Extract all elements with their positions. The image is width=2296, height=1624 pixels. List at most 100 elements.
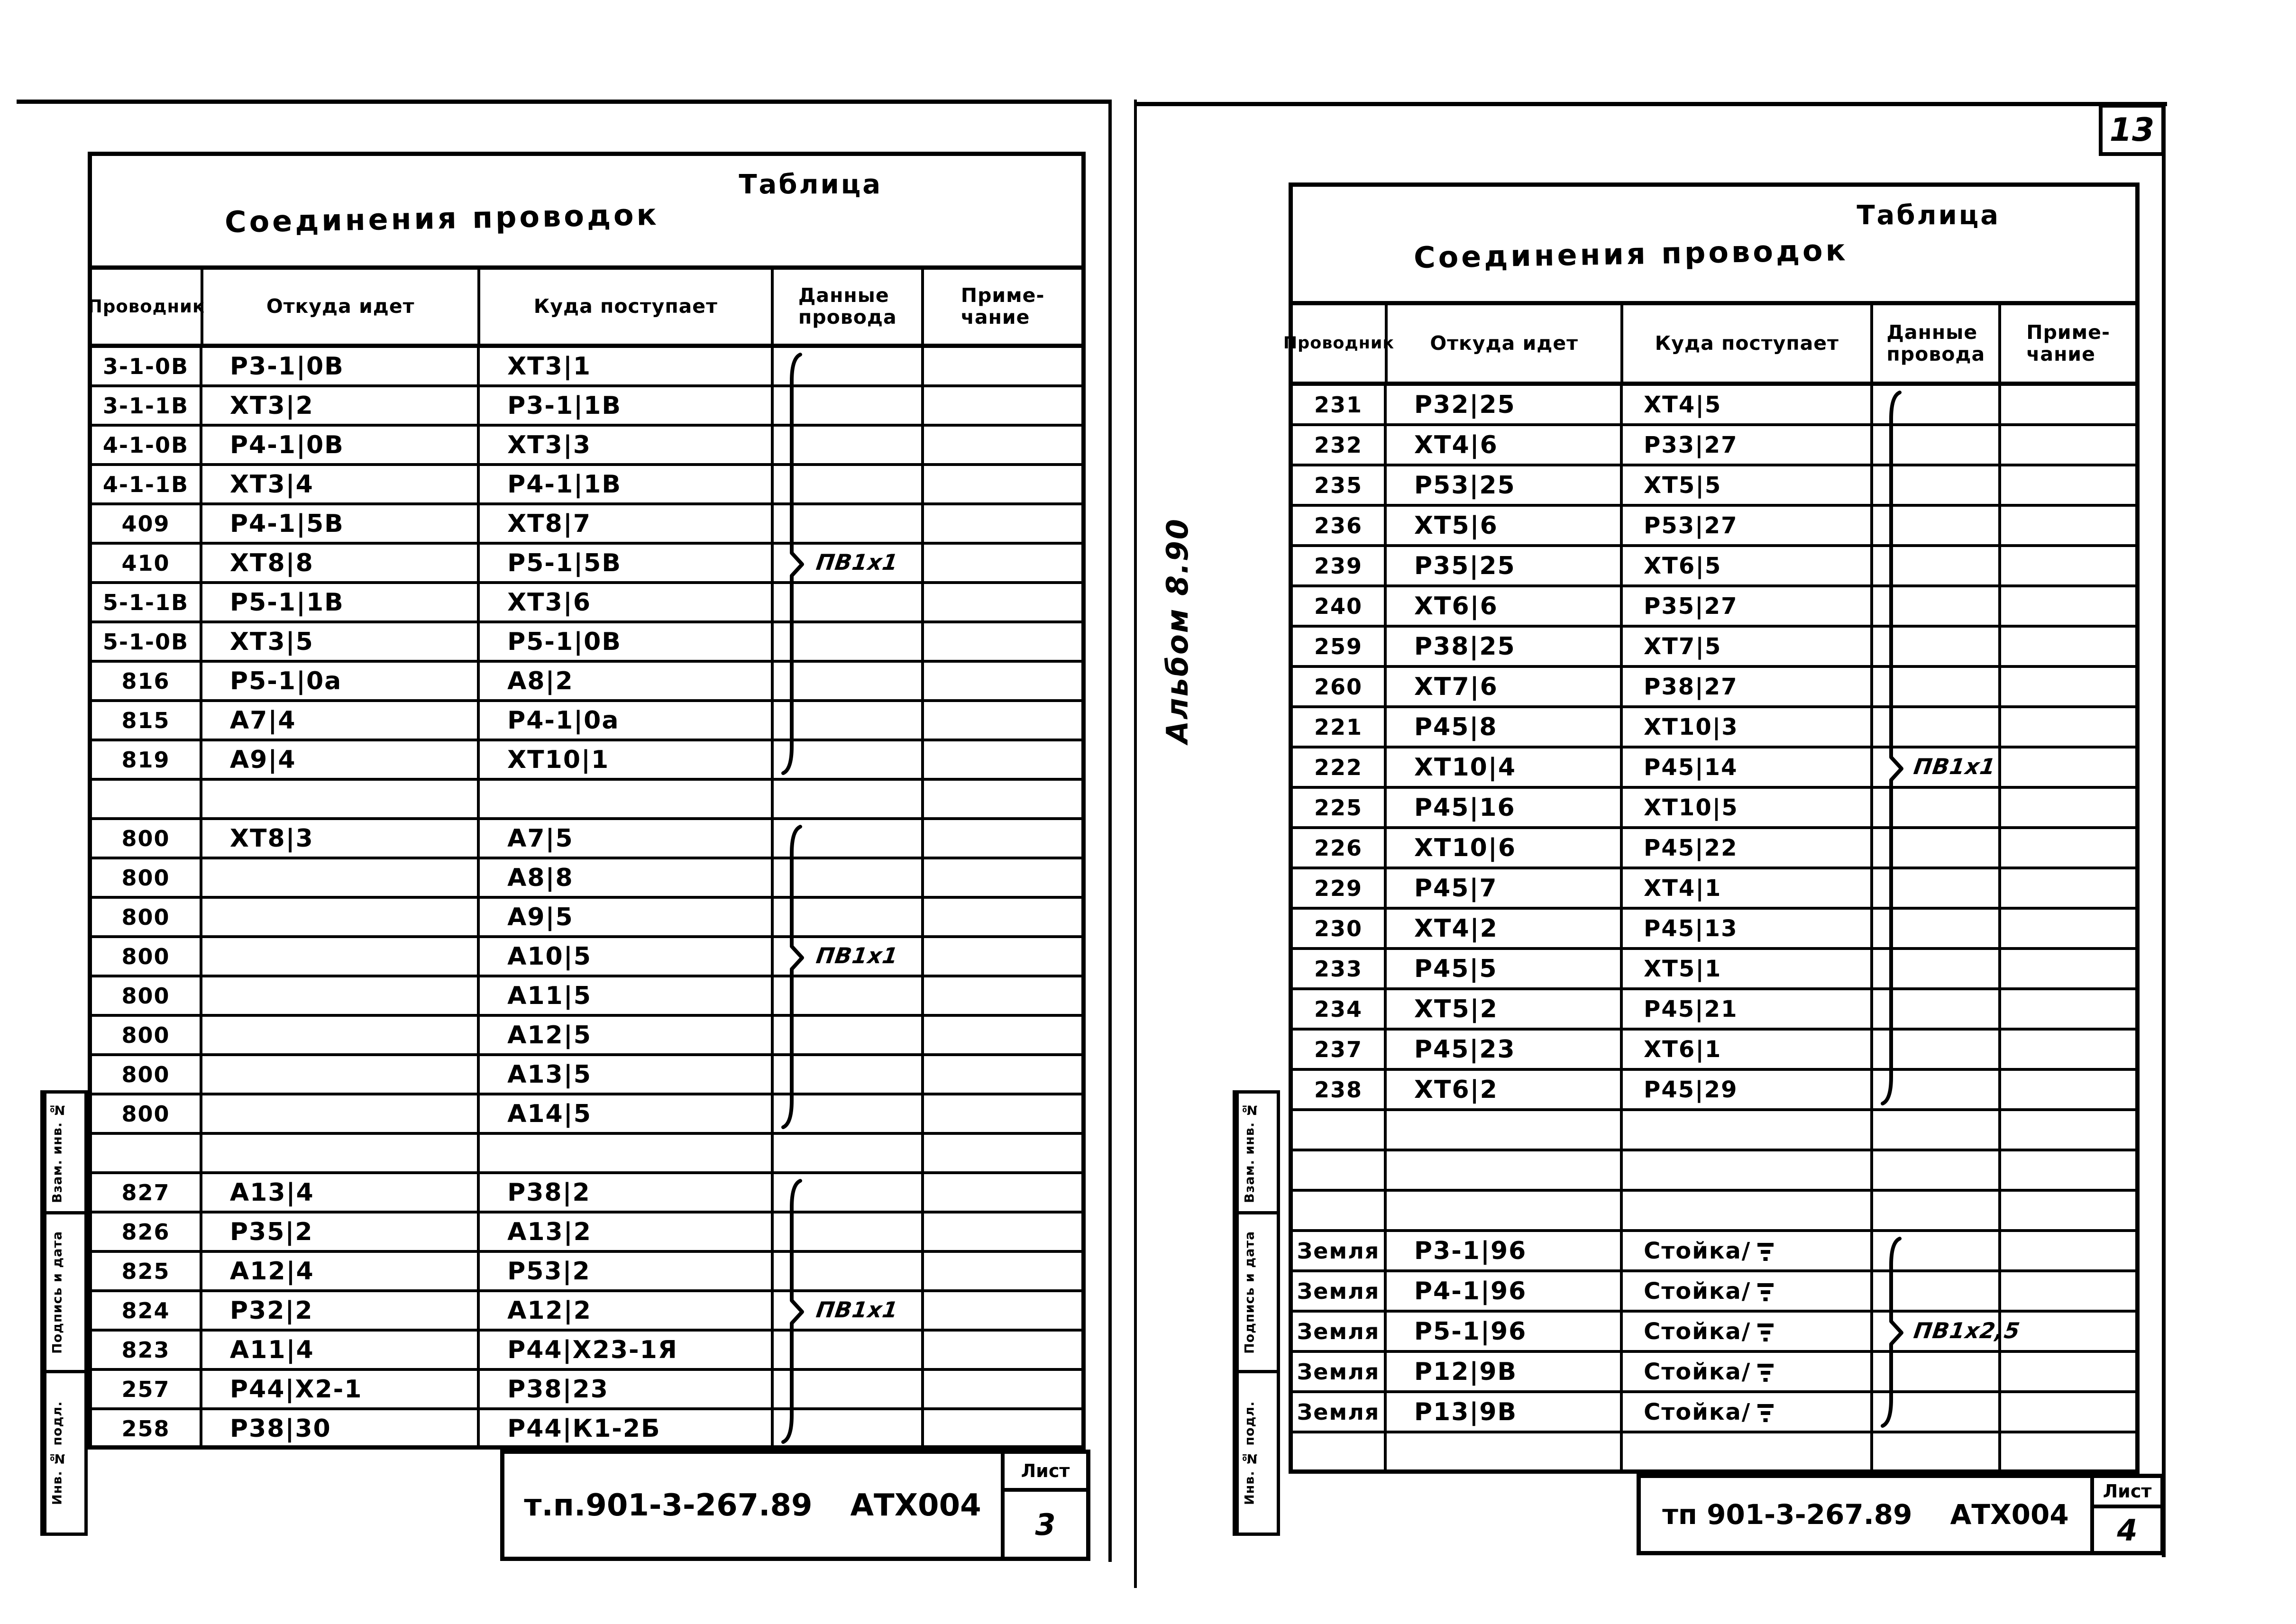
side-stamp: Взам. инв. № Подпись и дата Инв. № подл. bbox=[40, 1090, 88, 1536]
note-cell bbox=[924, 387, 1081, 424]
note-cell bbox=[2001, 1151, 2135, 1189]
from-cell: Р45|23 bbox=[1387, 1031, 1623, 1068]
to-cell: Р5-1|0В bbox=[480, 623, 774, 660]
conductor-cell: 233 bbox=[1293, 950, 1387, 987]
note-cell bbox=[924, 663, 1081, 699]
conductor-cell: 827 bbox=[92, 1174, 202, 1211]
from-cell: А9|4 bbox=[202, 741, 480, 778]
table-row: Земля Р13|9В Стойка/ bbox=[1293, 1393, 2135, 1433]
to-cell bbox=[1623, 1192, 1873, 1229]
table-row bbox=[1293, 1151, 2135, 1192]
from-cell: ХТ3|5 bbox=[202, 623, 480, 660]
conductor-cell: 5-1-0В bbox=[92, 623, 202, 660]
table-row: 815 А7|4 Р4-1|0а bbox=[92, 702, 1081, 741]
conductor-cell: 239 bbox=[1293, 547, 1387, 584]
from-cell: ХТ6|6 bbox=[1387, 587, 1623, 625]
conductor-cell: 4-1-0В bbox=[92, 427, 202, 463]
sheet-number-box: Лист 4 bbox=[2094, 1478, 2160, 1551]
conductor-cell: 237 bbox=[1293, 1031, 1387, 1068]
to-cell: ХТ3|3 bbox=[480, 427, 774, 463]
wire-data-cell bbox=[774, 1135, 924, 1171]
to-cell: Стойка/ bbox=[1623, 1232, 1873, 1269]
to-cell: Р45|21 bbox=[1623, 990, 1873, 1028]
wire-data-cell bbox=[1873, 1111, 2002, 1149]
note-cell bbox=[924, 899, 1081, 935]
to-cell: ХТ5|5 bbox=[1623, 466, 1873, 504]
to-cell: А11|5 bbox=[480, 977, 774, 1014]
column-header-note: Приме- чание bbox=[960, 284, 1045, 328]
from-cell bbox=[1387, 1192, 1623, 1229]
earth-ground-icon bbox=[1756, 1241, 1775, 1265]
table-row: Земля Р3-1|96 Стойка/ bbox=[1293, 1232, 2135, 1272]
table-row: 234 ХТ5|2 Р45|21 bbox=[1293, 990, 2135, 1031]
earth-ground-icon bbox=[1756, 1281, 1775, 1305]
album-margin-note: Альбом 8.90 bbox=[1160, 517, 1195, 744]
from-cell: Р35|25 bbox=[1387, 547, 1623, 584]
from-cell: ХТ4|2 bbox=[1387, 910, 1623, 947]
wire-data-cell bbox=[774, 1371, 924, 1407]
conductor-cell: 5-1-1В bbox=[92, 584, 202, 620]
table-row: 826 Р35|2 А13|2 bbox=[92, 1213, 1081, 1253]
sheet-number: 4 bbox=[2117, 1513, 2138, 1548]
table-row bbox=[92, 1135, 1081, 1174]
to-cell: Р4-1|0а bbox=[480, 702, 774, 739]
from-cell bbox=[1387, 1151, 1623, 1189]
to-cell: Р5-1|5В bbox=[480, 545, 774, 581]
table-row: 260 ХТ7|6 Р38|27 bbox=[1293, 668, 2135, 708]
page-top-rule-right bbox=[1136, 102, 2167, 106]
conductor-cell: 4-1-1В bbox=[92, 466, 202, 502]
from-cell: Р32|25 bbox=[1387, 386, 1623, 423]
column-header-to: Куда поступает bbox=[480, 270, 774, 344]
conductor-cell: 825 bbox=[92, 1253, 202, 1289]
table-row: 237 Р45|23 ХТ6|1 bbox=[1293, 1031, 2135, 1071]
to-cell bbox=[1623, 1111, 1873, 1149]
note-cell bbox=[924, 1056, 1081, 1093]
table-title-band: Соединения проводок Таблица bbox=[92, 156, 1081, 270]
wire-data-cell bbox=[1873, 950, 2002, 987]
note-cell bbox=[2001, 1433, 2135, 1471]
wire-data-cell bbox=[1873, 1151, 2002, 1189]
note-cell bbox=[924, 820, 1081, 857]
wire-data-cell bbox=[1873, 507, 2002, 544]
column-header-wire-data: Данные провода bbox=[1873, 305, 2002, 382]
from-cell: Р3-1|96 bbox=[1387, 1232, 1623, 1269]
to-cell: Р45|29 bbox=[1623, 1071, 1873, 1108]
note-cell bbox=[2001, 869, 2135, 907]
conductor-cell: 257 bbox=[92, 1371, 202, 1407]
table-row: 800 А10|5 bbox=[92, 938, 1081, 977]
note-cell bbox=[924, 977, 1081, 1014]
wire-type-label: ПВ1х1 bbox=[814, 942, 900, 968]
wire-data-cell bbox=[774, 977, 924, 1014]
to-cell: Р53|27 bbox=[1623, 507, 1873, 544]
from-cell bbox=[202, 977, 480, 1014]
wire-data-cell bbox=[1873, 910, 2002, 947]
page-number-box: 13 bbox=[2099, 104, 2165, 156]
conductor-cell: 800 bbox=[92, 977, 202, 1014]
from-cell: А13|4 bbox=[202, 1174, 480, 1211]
table-row: 238 ХТ6|2 Р45|29 bbox=[1293, 1071, 2135, 1111]
wire-data-cell bbox=[1873, 628, 2002, 665]
table-row: Земля Р5-1|96 Стойка/ bbox=[1293, 1313, 2135, 1353]
note-cell bbox=[2001, 587, 2135, 625]
wire-data-cell bbox=[774, 1017, 924, 1053]
conductor-cell: 800 bbox=[92, 938, 202, 975]
wire-data-cell bbox=[774, 505, 924, 542]
to-cell: ХТ10|5 bbox=[1623, 789, 1873, 826]
note-cell bbox=[924, 1174, 1081, 1211]
from-cell bbox=[202, 899, 480, 935]
to-cell: ХТ6|5 bbox=[1623, 547, 1873, 584]
to-cell: А7|5 bbox=[480, 820, 774, 857]
wire-type-label: ПВ1х1 bbox=[814, 549, 900, 575]
column-headers: Проводник Откуда идет Куда поступает Дан… bbox=[1283, 305, 2135, 386]
note-cell bbox=[2001, 668, 2135, 705]
column-headers: Проводник Откуда идет Куда поступает Дан… bbox=[88, 270, 1081, 348]
to-cell: Р4-1|1В bbox=[480, 466, 774, 502]
conductor-cell: Земля bbox=[1293, 1272, 1387, 1310]
wire-data-cell bbox=[1873, 1232, 2002, 1269]
note-cell bbox=[924, 741, 1081, 778]
from-cell: Р32|2 bbox=[202, 1292, 480, 1329]
conductor-cell: Земля bbox=[1293, 1393, 1387, 1431]
conductor-cell: 226 bbox=[1293, 829, 1387, 867]
wire-data-cell bbox=[774, 348, 924, 384]
conductor-cell: Земля bbox=[1293, 1313, 1387, 1350]
